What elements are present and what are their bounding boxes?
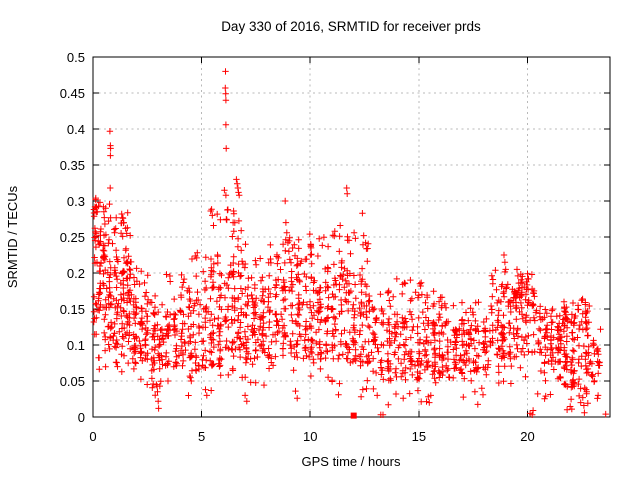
x-tick-label: 0 (89, 429, 96, 444)
y-tick-label: 0.45 (60, 86, 85, 101)
y-tick-label: 0.05 (60, 374, 85, 389)
x-tick-label: 10 (303, 429, 317, 444)
y-tick-label: 0.3 (67, 194, 85, 209)
grid-path (93, 57, 610, 417)
y-tick-label: 0.5 (67, 50, 85, 65)
y-axis-label: SRMTID / TECUs (5, 185, 20, 288)
x-tick-label: 20 (520, 429, 534, 444)
x-tick-label: 5 (198, 429, 205, 444)
y-tick-label: 0.1 (67, 338, 85, 353)
axis-ticks (92, 56, 610, 418)
tick-labels: 0 5 10 15 20 0 0.05 0.1 0.15 0.2 0.25 0.3 0.35 0.4 0.4… (60, 50, 535, 444)
square-marker (350, 412, 357, 419)
y-tick-label: 0.2 (67, 266, 85, 281)
y-tick-label: 0 (78, 410, 85, 425)
x-tick-label: 15 (412, 429, 426, 444)
y-tick-label: 0.4 (67, 122, 85, 137)
grid-lines (93, 57, 610, 417)
x-axis-label: GPS time / hours (302, 454, 401, 469)
y-tick-label: 0.15 (60, 302, 85, 317)
scatter-points-path (90, 68, 609, 418)
chart-title: Day 330 of 2016, SRMTID for receiver prd… (221, 19, 481, 34)
data-points-layer (90, 68, 609, 419)
y-tick-label: 0.25 (60, 230, 85, 245)
tick-marks-path (92, 56, 610, 418)
y-tick-label: 0.35 (60, 158, 85, 173)
